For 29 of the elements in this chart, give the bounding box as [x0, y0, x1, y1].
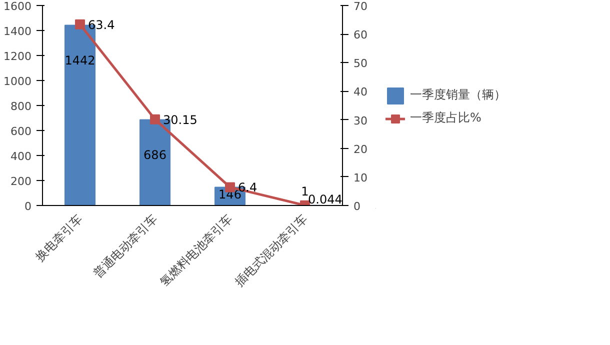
y2-tick-label: 60: [354, 28, 368, 42]
legend-label: 一季度占比%: [410, 110, 482, 126]
y-tick-label: 1600: [4, 0, 32, 13]
y-tick-label: 0: [24, 200, 32, 213]
y-tick-label: 1200: [4, 50, 32, 63]
x-tick-label: 普通电动牵引车: [90, 212, 160, 281]
data-label: 0.044: [308, 192, 342, 206]
y-tick-label: 1000: [4, 75, 32, 88]
data-label: 1: [301, 184, 309, 198]
y-tick-label: 600: [10, 125, 32, 138]
y-tick-label: 400: [10, 150, 32, 163]
data-label: 686: [144, 148, 166, 162]
x-tick-label: 插电式混动牵引车: [232, 212, 310, 290]
y-tick-label: 800: [10, 100, 32, 113]
data-label: 1442: [64, 53, 96, 68]
y2-tick-label: 50: [354, 57, 368, 70]
y2-tick-label: 10: [354, 171, 368, 184]
y2-tick-label: 30: [354, 114, 368, 128]
data-label: 30.15: [163, 112, 198, 127]
y2-tick-label: 70: [354, 0, 368, 13]
y2-tick-label: 20: [354, 142, 368, 156]
legend-label: 一季度销量（辆）: [410, 86, 506, 104]
x-tick-label: 氢燃料电池牵引车: [157, 212, 235, 290]
x-tick-label: 换电牵引车: [32, 212, 85, 264]
y2-tick-label: 0: [354, 200, 360, 213]
y-tick-label: 200: [10, 175, 32, 188]
y-tick-label: 1400: [4, 25, 32, 38]
data-label: 63.4: [88, 18, 115, 32]
y2-tick-label: 40: [354, 86, 368, 99]
